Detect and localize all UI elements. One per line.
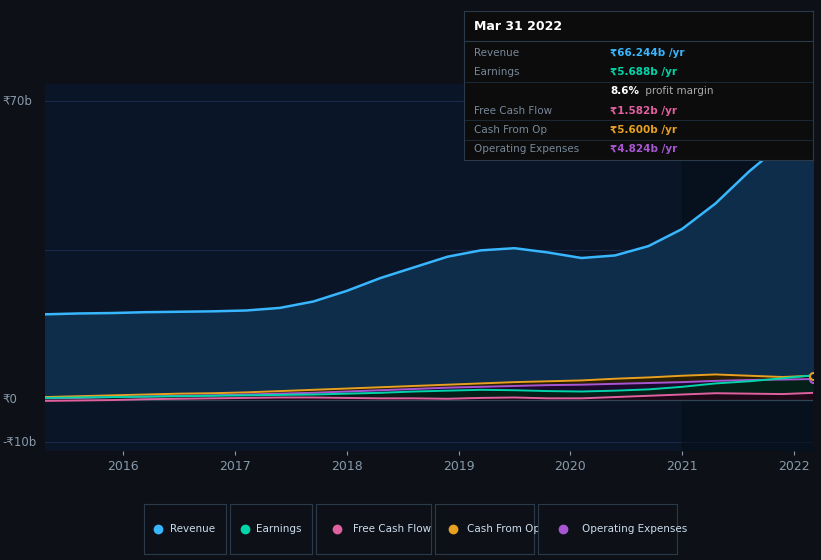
Text: ₹70b: ₹70b bbox=[2, 95, 32, 108]
Text: ₹4.824b /yr: ₹4.824b /yr bbox=[610, 144, 677, 154]
Bar bbox=[682, 84, 821, 451]
Text: Revenue: Revenue bbox=[475, 48, 520, 58]
Text: 8.6%: 8.6% bbox=[610, 86, 640, 96]
Text: Cash From Op: Cash From Op bbox=[466, 524, 539, 534]
Text: -₹10b: -₹10b bbox=[2, 436, 37, 449]
Text: Earnings: Earnings bbox=[475, 67, 520, 77]
Text: ₹0: ₹0 bbox=[2, 393, 17, 406]
Text: ₹66.244b /yr: ₹66.244b /yr bbox=[610, 48, 685, 58]
Text: ₹5.600b /yr: ₹5.600b /yr bbox=[610, 125, 677, 135]
Text: Cash From Op: Cash From Op bbox=[475, 125, 548, 135]
Text: ₹1.582b /yr: ₹1.582b /yr bbox=[610, 106, 677, 115]
Text: Operating Expenses: Operating Expenses bbox=[475, 144, 580, 154]
Text: Earnings: Earnings bbox=[256, 524, 301, 534]
Text: Free Cash Flow: Free Cash Flow bbox=[353, 524, 431, 534]
Text: profit margin: profit margin bbox=[642, 86, 713, 96]
Text: ₹5.688b /yr: ₹5.688b /yr bbox=[610, 67, 677, 77]
Text: Mar 31 2022: Mar 31 2022 bbox=[475, 20, 562, 33]
Text: Revenue: Revenue bbox=[170, 524, 215, 534]
Text: Free Cash Flow: Free Cash Flow bbox=[475, 106, 553, 115]
Text: Operating Expenses: Operating Expenses bbox=[582, 524, 688, 534]
